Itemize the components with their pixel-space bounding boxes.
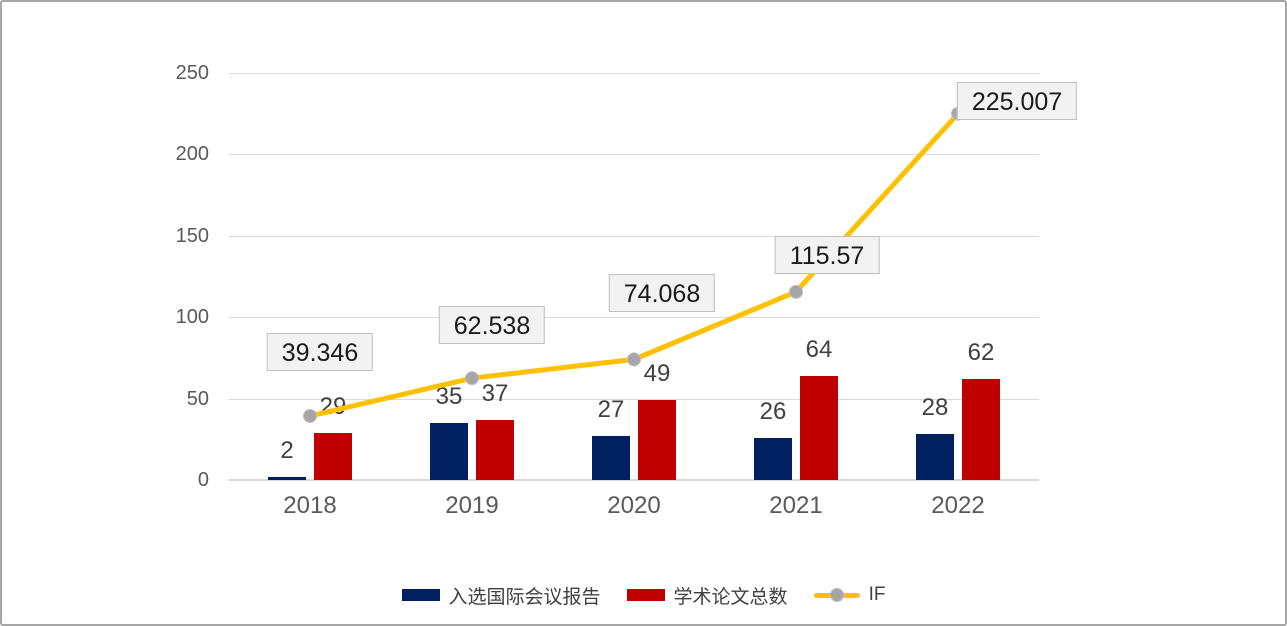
y-axis-label-200: 200	[175, 143, 209, 166]
bar-series2-2021	[800, 375, 838, 480]
legend-label-2: 学术论文总数	[673, 586, 788, 608]
bar-value-label-2019-series2: 37	[481, 379, 509, 407]
bar-value-label-2021-series1: 26	[759, 397, 787, 425]
bar-series2-2019	[476, 419, 514, 480]
y-axis-label-250: 250	[175, 62, 209, 84]
y-axis-label-150: 150	[175, 224, 209, 247]
bar-value-label-2018-series1: 2	[280, 436, 294, 464]
if-value-label-2022: 225.007	[956, 81, 1078, 120]
bar-series1-2020	[592, 436, 630, 480]
if-value-label-2019: 62.538	[438, 306, 546, 345]
if-marker-2018	[303, 408, 317, 423]
gridline-y-100	[229, 317, 1039, 319]
if-marker-2020	[627, 352, 641, 367]
if-value-label-2020: 74.068	[608, 274, 716, 313]
legend-line-marker-icon	[813, 588, 860, 602]
legend-label-3: IF	[868, 584, 886, 605]
legend-item-2: 学术论文总数	[626, 582, 788, 609]
bar-series1-2018	[268, 476, 306, 480]
bar-value-label-2022-series1: 28	[921, 394, 949, 422]
y-axis-label-100: 100	[175, 306, 209, 329]
if-marker-2019	[465, 371, 479, 386]
gridline-y-250	[229, 73, 1039, 74]
if-value-label-2018: 39.346	[266, 332, 374, 371]
gridline-y-50	[229, 398, 1039, 400]
bar-series2-2022	[962, 379, 1000, 480]
gridline-y-150	[229, 235, 1039, 237]
plot-area: 2 29 2018 35 37 2019 27 49 2020 26 64 2021 28 62 2022 3…	[229, 73, 1078, 519]
gridline-y-200	[229, 154, 1039, 156]
bar-value-label-2020-series2: 49	[643, 360, 671, 388]
if-marker-2021	[789, 284, 803, 299]
x-axis-label-2021: 2021	[769, 492, 823, 519]
chart-legend: 入选国际会议报告 学术论文总数 IF	[2, 581, 1285, 609]
y-axis-label-0: 0	[197, 469, 209, 491]
bar-series1-2021	[754, 437, 792, 480]
legend-item-1: 入选国际会议报告	[401, 582, 601, 609]
if-value-label-2021: 115.57	[774, 235, 880, 274]
bar-value-label-2020-series1: 27	[597, 396, 625, 424]
legend-label-1: 入选国际会议报告	[448, 586, 601, 608]
bar-series2-2018	[314, 432, 352, 480]
bar-series1-2022	[916, 434, 954, 480]
x-axis-label-2018: 2018	[283, 492, 337, 519]
legend-item-3: IF	[813, 584, 886, 606]
legend-swatch-icon	[401, 589, 440, 601]
x-axis-label-2022: 2022	[931, 492, 985, 519]
legend-swatch-icon	[626, 589, 665, 601]
y-axis: 0 50 100 150 200 250	[2, 62, 209, 491]
x-axis-label-2020: 2020	[607, 492, 661, 519]
bar-series2-2020	[638, 400, 676, 480]
x-axis-line	[229, 479, 1039, 481]
x-axis-label-2019: 2019	[445, 492, 499, 519]
bar-series1-2019	[430, 423, 468, 480]
bar-value-label-2021-series2: 64	[805, 335, 833, 363]
y-axis-label-50: 50	[186, 387, 209, 410]
bar-value-label-2022-series2: 62	[967, 339, 995, 367]
